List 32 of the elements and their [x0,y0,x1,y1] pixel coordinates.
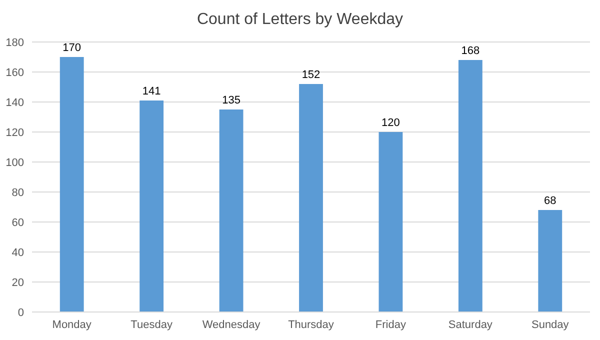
bar [378,132,403,312]
y-tick-label: 40 [12,246,24,259]
x-tick-label: Tuesday [130,319,173,331]
bar [140,100,164,312]
data-label: 141 [142,86,161,98]
y-tick-label: 20 [12,276,24,289]
y-tick-label: 180 [6,36,24,49]
data-label: 170 [62,42,82,54]
y-tick-label: 120 [6,126,24,139]
bar [60,57,84,312]
y-tick-label: 0 [18,306,24,319]
data-label: 168 [461,45,480,57]
data-label: 120 [382,117,400,129]
data-label: 68 [544,195,556,207]
y-tick-label: 60 [12,216,24,229]
x-tick-label: Thursday [288,319,334,331]
x-tick-label: Monday [52,319,92,331]
x-tick-label: Saturday [448,319,493,331]
x-tick-label: Wednesday [202,319,261,331]
y-tick-label: 100 [6,156,24,169]
x-tick-label: Friday [375,319,406,331]
bar [219,110,244,312]
bar [299,84,323,312]
bar [538,210,562,312]
data-label: 152 [302,69,320,81]
x-tick-label: Sunday [531,319,570,331]
y-tick-label: 140 [6,96,24,109]
data-label: 135 [222,94,240,106]
y-tick-label: 80 [12,186,24,199]
y-tick-label: 160 [6,66,24,79]
bar [458,60,482,312]
chart-title: Count of Letters by Weekday [196,11,404,28]
